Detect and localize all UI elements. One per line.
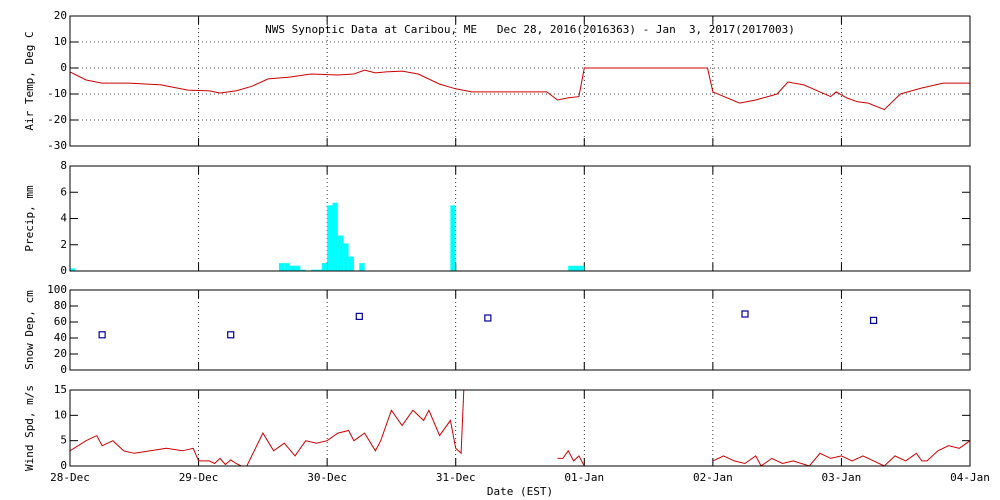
y-tick-label: 15 (54, 383, 67, 396)
y-tick-label: -30 (47, 139, 67, 152)
bar (578, 265, 585, 271)
x-tick-label: 31-Dec (436, 471, 476, 484)
x-tick-label: 02-Jan (693, 471, 733, 484)
bar (332, 202, 338, 271)
bar (70, 268, 76, 271)
y-tick-label: 80 (54, 299, 67, 312)
bar (321, 263, 328, 271)
y-tick-label: 0 (60, 61, 67, 74)
point (869, 316, 878, 324)
bar (311, 269, 317, 271)
y-axis-label: Precip, mm (23, 185, 36, 252)
bar (359, 263, 365, 271)
y-tick-label: 10 (54, 35, 67, 48)
point (484, 314, 492, 322)
line (70, 389, 970, 466)
point (98, 331, 106, 339)
y-tick-label: 100 (47, 283, 67, 296)
y-axis-label: Air Temp, Deg C (23, 31, 36, 130)
x-tick-label: 28-Dec (50, 471, 90, 484)
x-tick-label: 03-Jan (822, 471, 862, 484)
y-tick-label: 0 (60, 459, 67, 472)
panel-frame (69, 165, 971, 272)
point (227, 331, 235, 339)
bar (300, 269, 306, 271)
bar (348, 256, 354, 271)
bar (343, 243, 349, 271)
y-tick-label: 8 (60, 159, 67, 172)
panel-frame (69, 289, 971, 371)
y-axis-label: Snow Dep, cm (23, 290, 36, 370)
point (741, 310, 749, 318)
chart-title: NWS Synoptic Data at Caribou, ME Dec 28,… (265, 23, 795, 36)
bar (450, 205, 456, 271)
bar (327, 205, 333, 271)
y-tick-label: 0 (60, 363, 67, 376)
bar (573, 265, 579, 271)
x-axis-label: Date (EST) (487, 485, 553, 498)
y-tick-label: 4 (60, 212, 67, 225)
y-tick-label: 2 (60, 238, 67, 251)
x-tick-label: 30-Dec (307, 471, 347, 484)
bar (284, 263, 290, 271)
y-tick-label: 40 (54, 331, 67, 344)
x-tick-label: 01-Jan (564, 471, 604, 484)
x-tick-label: 04-Jan (950, 471, 990, 484)
y-tick-label: 10 (54, 408, 67, 421)
y-tick-label: 5 (60, 434, 67, 447)
y-tick-label: 20 (54, 9, 67, 22)
bar (337, 235, 344, 271)
bar (568, 265, 574, 271)
point (355, 312, 363, 320)
panel-frame (69, 389, 971, 467)
y-tick-label: 0 (60, 264, 67, 277)
bar (289, 265, 295, 271)
y-axis-label: Wind Spd, m/s (23, 385, 36, 471)
y-tick-label: 20 (54, 347, 67, 360)
x-tick-label: 29-Dec (179, 471, 219, 484)
y-tick-label: 60 (54, 315, 67, 328)
y-tick-label: 6 (60, 185, 67, 198)
bar (278, 263, 285, 271)
y-tick-label: -20 (47, 113, 67, 126)
bar (295, 265, 301, 271)
line (70, 67, 970, 111)
bar (316, 269, 322, 271)
panel-frame (69, 15, 971, 147)
y-tick-label: -10 (47, 87, 67, 100)
